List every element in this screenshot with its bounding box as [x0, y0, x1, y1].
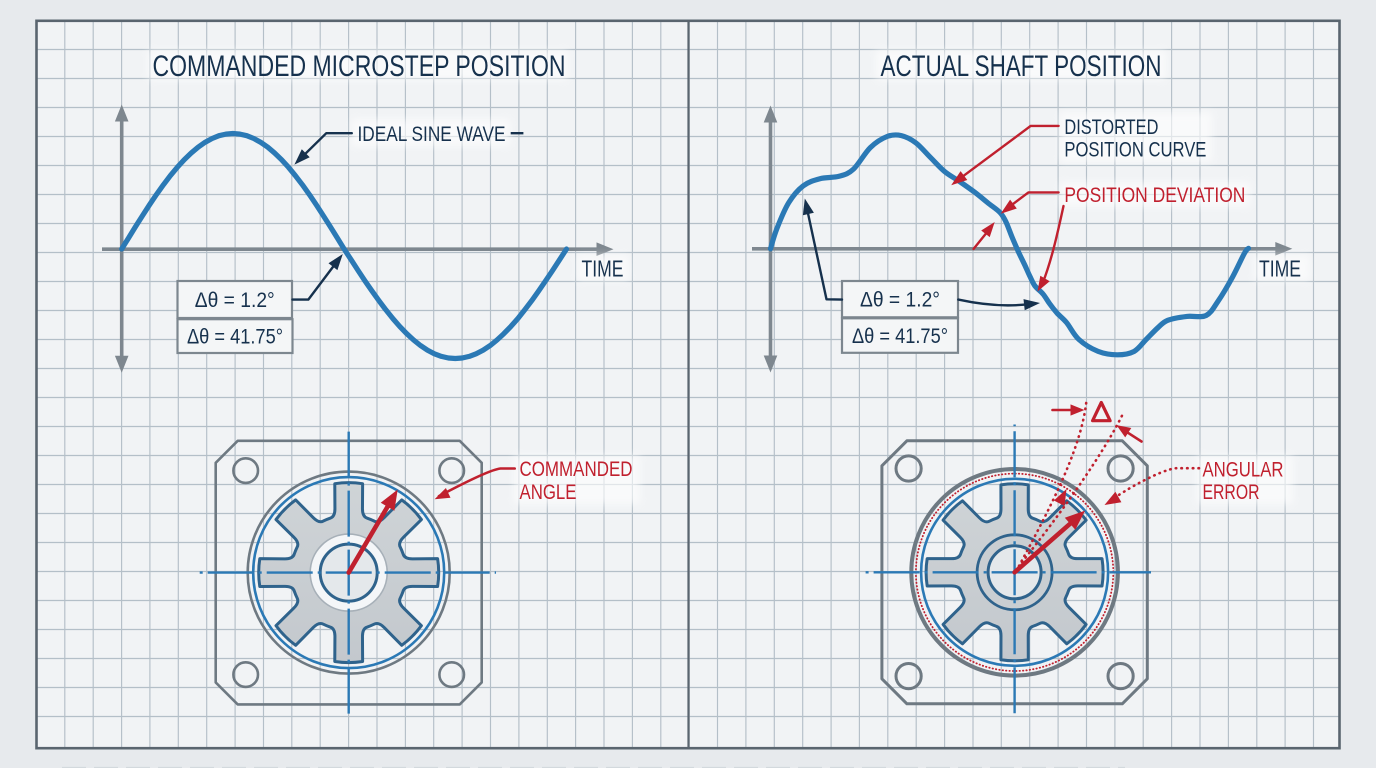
- svg-text:TIME: TIME: [1259, 256, 1301, 282]
- svg-text:Δθ = 41.75°: Δθ = 41.75°: [187, 325, 283, 348]
- svg-text:ANGULAR: ANGULAR: [1203, 457, 1284, 481]
- svg-text:POSITION CURVE: POSITION CURVE: [1064, 138, 1206, 162]
- svg-text:POSITION DEVIATION: POSITION DEVIATION: [1064, 183, 1245, 207]
- svg-text:Δθ = 1.2°: Δθ = 1.2°: [860, 288, 940, 311]
- svg-text:Δθ = 41.75°: Δθ = 41.75°: [852, 325, 948, 348]
- svg-text:TIME: TIME: [582, 256, 624, 282]
- svg-text:DISTORTED: DISTORTED: [1064, 115, 1158, 139]
- svg-text:ERROR: ERROR: [1203, 480, 1260, 504]
- svg-text:IDEAL SINE WAVE: IDEAL SINE WAVE: [358, 123, 506, 146]
- svg-text:Δθ = 1.2°: Δθ = 1.2°: [195, 289, 275, 312]
- svg-text:COMMANDED: COMMANDED: [520, 457, 633, 481]
- svg-text:COMMANDED MICROSTEP POSITION: COMMANDED MICROSTEP POSITION: [153, 50, 566, 83]
- svg-text:ACTUAL SHAFT POSITION: ACTUAL SHAFT POSITION: [881, 50, 1162, 83]
- svg-text:ANGLE: ANGLE: [520, 480, 577, 504]
